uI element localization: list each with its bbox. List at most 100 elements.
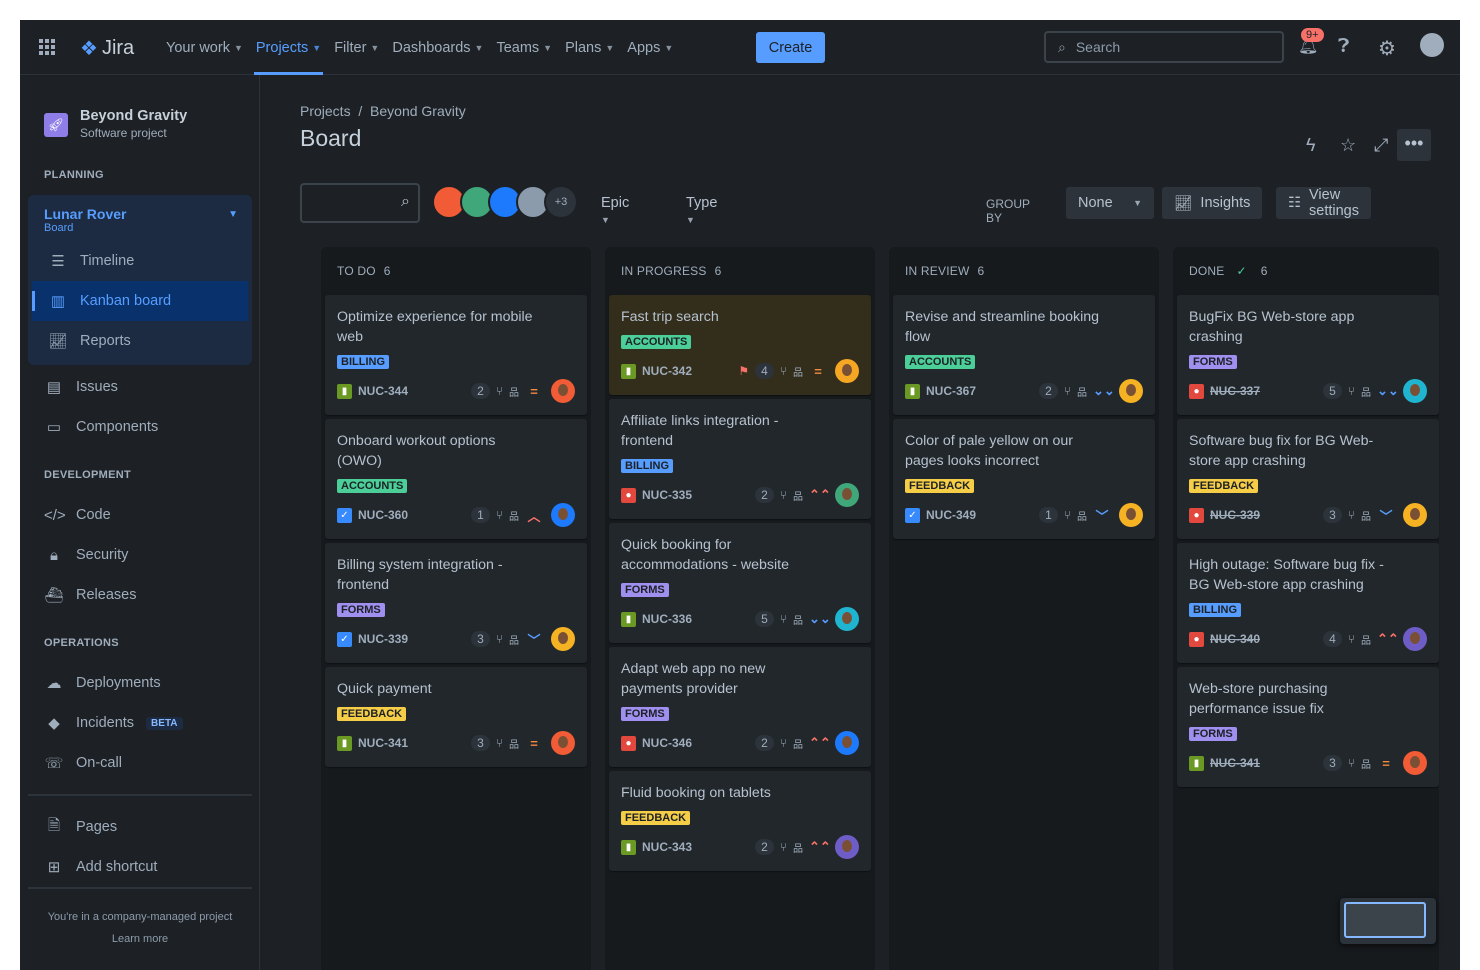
issue-key[interactable]: NUC-341: [358, 736, 409, 750]
assignee-avatar[interactable]: [551, 379, 575, 403]
issue-key[interactable]: NUC-349: [926, 508, 977, 522]
issue-card[interactable]: Billing system integration - frontend FOR…: [325, 543, 587, 663]
notifications-bell-icon[interactable]: 🔔︎: [1298, 38, 1319, 55]
issue-key[interactable]: NUC-340: [1210, 632, 1261, 646]
issue-key[interactable]: NUC-360: [358, 508, 409, 522]
nav-item-teams[interactable]: Teams ▼: [496, 20, 562, 75]
sidebar-item-reports[interactable]: 📈︎ Reports: [48, 323, 130, 359]
issue-card[interactable]: Web-store purchasing performance issue f…: [1177, 667, 1439, 787]
issue-card[interactable]: Fast trip search ACCOUNTS ▮ NUC-342 ⚑ 4 ⑂ 品 =: [609, 295, 871, 395]
assignee-avatar[interactable]: [1403, 503, 1427, 527]
sidebar-item-add-shortcut[interactable]: ⊞ Add shortcut: [44, 849, 158, 885]
assignee-avatar[interactable]: [551, 627, 575, 651]
issue-card[interactable]: BugFix BG Web-store app crashing FORMS ● NU…: [1177, 295, 1439, 415]
nav-item-dashboards[interactable]: Dashboards ▼: [392, 20, 493, 75]
issue-card[interactable]: Optimize experience for mobile web BILLIN…: [325, 295, 587, 415]
crumb-project[interactable]: Beyond Gravity: [370, 103, 466, 119]
issue-key[interactable]: NUC-339: [1210, 508, 1261, 522]
assignee-avatar[interactable]: [835, 483, 859, 507]
create-button[interactable]: Create: [756, 32, 825, 63]
sidebar-item-incidents[interactable]: ◆ Incidents BETA: [44, 705, 183, 741]
settings-gear-icon[interactable]: ⚙: [1378, 38, 1396, 60]
issue-key[interactable]: NUC-343: [642, 840, 693, 854]
issue-card[interactable]: Quick payment FEEDBACK ▮ NUC-341 3 ⑂ 品 =: [325, 667, 587, 767]
sidebar-item-pages[interactable]: 🗎︎ Pages: [44, 809, 117, 845]
sidebar-item-issues[interactable]: ▤ Issues: [44, 369, 118, 405]
assignee-avatar[interactable]: [835, 359, 859, 383]
issue-key[interactable]: NUC-337: [1210, 384, 1261, 398]
issue-key[interactable]: NUC-336: [642, 612, 693, 626]
nav-item-apps[interactable]: Apps ▼: [627, 20, 683, 75]
star-icon[interactable]: ☆: [1340, 135, 1357, 155]
issue-card[interactable]: Adapt web app no new payments provider FO…: [609, 647, 871, 767]
issue-card[interactable]: Affiliate links integration - frontend BI…: [609, 399, 871, 519]
issue-key[interactable]: NUC-346: [642, 736, 693, 750]
crumb-projects[interactable]: Projects: [300, 103, 351, 119]
jira-logo[interactable]: ❖ Jira: [80, 36, 134, 61]
minimap-viewport[interactable]: [1344, 902, 1426, 938]
sidebar-item-code[interactable]: </> Code: [44, 497, 111, 533]
top-nav: ❖ Jira Your work ▼ Projects ▼ Filter ▼ Dashboar…: [20, 20, 1460, 75]
assignee-avatar[interactable]: [835, 731, 859, 755]
issue-card[interactable]: Onboard workout options (OWO) ACCOUNTS ✓ NU…: [325, 419, 587, 539]
assignee-avatar[interactable]: [835, 835, 859, 859]
board-search-input[interactable]: ⌕: [300, 183, 420, 223]
insights-button[interactable]: 📈︎ Insights: [1162, 187, 1263, 219]
type-filter[interactable]: Type ▼: [686, 195, 717, 227]
label-badge: FEEDBACK: [337, 707, 407, 721]
issue-key[interactable]: NUC-367: [926, 384, 977, 398]
sidebar-item-oncall[interactable]: ☏ On-call: [44, 745, 122, 781]
label: On-call: [76, 755, 122, 771]
issue-key[interactable]: NUC-335: [642, 488, 693, 502]
assignee-avatar[interactable]: [551, 731, 575, 755]
learn-more-link[interactable]: Learn more: [111, 933, 169, 945]
label-badge: FEEDBACK: [905, 479, 975, 493]
issue-key[interactable]: NUC-339: [358, 632, 409, 646]
sidebar-item-releases[interactable]: ⛴︎ Releases: [44, 577, 136, 613]
nav-item-projects[interactable]: Projects ▼: [253, 20, 331, 75]
issues-icon: ▤: [46, 379, 62, 396]
assignee-avatar[interactable]: [835, 607, 859, 631]
issue-card[interactable]: Quick booking for accommodations - websi…: [609, 523, 871, 643]
issue-key[interactable]: NUC-344: [358, 384, 409, 398]
divider: [28, 794, 252, 796]
assignee-avatar[interactable]: [1403, 627, 1427, 651]
assignee-avatar[interactable]: [1403, 751, 1427, 775]
sidebar-item-components[interactable]: ▭ Components: [44, 409, 158, 445]
app-switcher-icon[interactable]: [39, 39, 55, 55]
automation-bolt-icon[interactable]: ϟ: [1306, 135, 1316, 155]
view-settings-button[interactable]: ☷ View settings: [1276, 187, 1371, 219]
search-input[interactable]: ⌕ Search: [1044, 31, 1284, 63]
minimap[interactable]: [1340, 898, 1436, 944]
help-icon[interactable]: ❓︎: [1338, 36, 1350, 57]
nav-item-your-work[interactable]: Your work ▼: [166, 20, 253, 75]
sidebar-item-deployments[interactable]: ☁ Deployments: [44, 665, 161, 701]
label: View settings: [1309, 187, 1359, 219]
more-actions-button[interactable]: •••: [1397, 129, 1431, 161]
nav-item-plans[interactable]: Plans ▼: [565, 20, 624, 75]
fullscreen-icon[interactable]: ⤢: [1374, 135, 1389, 155]
issue-card[interactable]: Color of pale yellow on our pages looks …: [893, 419, 1155, 539]
issue-card[interactable]: Software bug fix for BG Web-store app cr…: [1177, 419, 1439, 539]
board-name[interactable]: Lunar Rover: [44, 206, 127, 222]
group-by-select[interactable]: None ▼: [1066, 187, 1154, 219]
assignee-avatar[interactable]: [1403, 379, 1427, 403]
issue-key[interactable]: NUC-342: [642, 364, 693, 378]
project-header[interactable]: 🚀︎ Beyond Gravity Software project: [44, 108, 187, 142]
profile-avatar-icon[interactable]: [1420, 33, 1444, 57]
issue-card[interactable]: High outage: Software bug fix - BG Web-s…: [1177, 543, 1439, 663]
assignee-avatar[interactable]: [551, 503, 575, 527]
sidebar-item-kanban[interactable]: ▥ Kanban board: [48, 283, 171, 319]
sidebar-item-timeline[interactable]: ☰ Timeline: [48, 243, 134, 279]
assignee-avatar[interactable]: [1119, 503, 1143, 527]
issue-card[interactable]: Revise and streamline booking flow ACCOUN…: [893, 295, 1155, 415]
chevron-down-icon[interactable]: ▼: [228, 209, 238, 220]
issue-card[interactable]: Fluid booking on tablets FEEDBACK ▮ NUC-343…: [609, 771, 871, 871]
branch-icon: ⑂: [1347, 384, 1355, 398]
sidebar-item-security[interactable]: 🔒︎ Security: [44, 537, 128, 573]
epic-filter[interactable]: Epic ▼: [601, 195, 629, 227]
nav-item-filter[interactable]: Filter ▼: [334, 20, 389, 75]
more-avatars[interactable]: +3: [544, 185, 578, 219]
assignee-avatar[interactable]: [1119, 379, 1143, 403]
issue-key[interactable]: NUC-341: [1210, 756, 1261, 770]
